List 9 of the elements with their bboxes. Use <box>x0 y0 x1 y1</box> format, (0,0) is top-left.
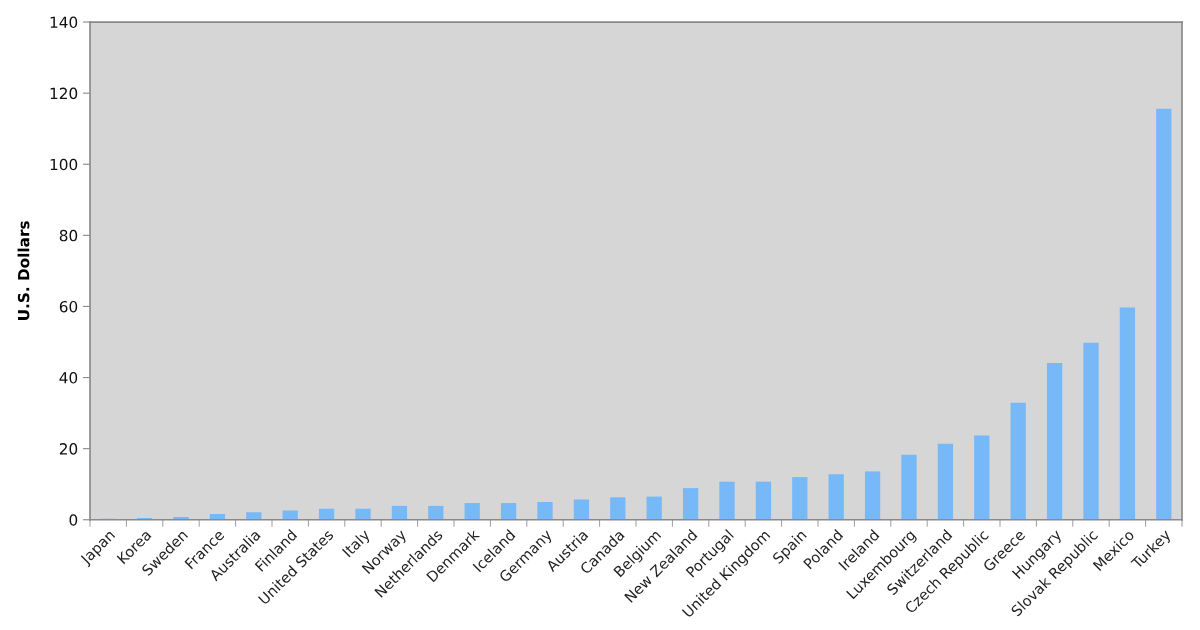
y-axis-title: U.S. Dollars <box>17 221 30 320</box>
y-tick-label: 120 <box>50 87 78 100</box>
y-tick-label: 0 <box>69 514 78 526</box>
y-tick-label: 60 <box>59 300 78 313</box>
y-tick-label: 80 <box>59 229 78 242</box>
y-tick-label: 20 <box>59 443 78 455</box>
y-tick-label: 140 <box>50 16 78 29</box>
y-tick-label: 100 <box>50 158 78 171</box>
y-tick-label: 40 <box>59 372 78 384</box>
